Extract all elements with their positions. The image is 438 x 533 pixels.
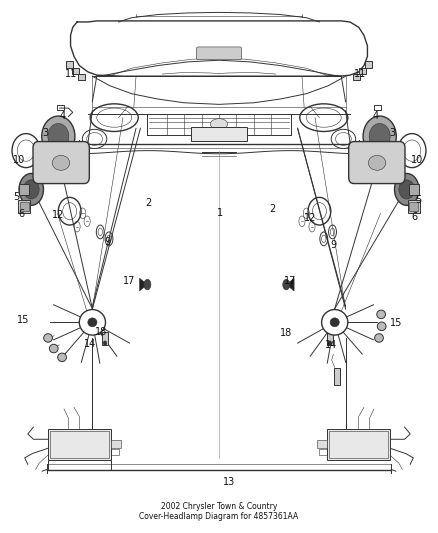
Text: 11: 11 xyxy=(65,69,78,79)
Text: 11: 11 xyxy=(354,69,367,79)
Bar xyxy=(19,183,29,195)
Ellipse shape xyxy=(363,116,396,157)
Bar xyxy=(57,105,64,110)
Ellipse shape xyxy=(49,344,58,353)
Bar xyxy=(374,105,381,110)
Bar xyxy=(328,431,389,458)
Bar xyxy=(319,449,327,455)
Text: 2: 2 xyxy=(269,204,276,214)
Ellipse shape xyxy=(58,353,67,361)
Bar xyxy=(78,74,85,80)
Ellipse shape xyxy=(48,124,69,149)
Ellipse shape xyxy=(369,124,390,149)
Ellipse shape xyxy=(368,156,386,170)
Ellipse shape xyxy=(330,318,339,327)
Bar xyxy=(191,127,247,141)
Bar xyxy=(408,199,420,213)
Bar xyxy=(353,74,360,80)
Bar xyxy=(111,449,119,455)
Text: 18: 18 xyxy=(95,327,108,337)
Ellipse shape xyxy=(23,180,39,199)
Text: 17: 17 xyxy=(123,277,135,286)
FancyBboxPatch shape xyxy=(349,142,405,183)
Bar xyxy=(410,201,418,211)
Text: 13: 13 xyxy=(223,478,236,487)
Polygon shape xyxy=(286,278,294,291)
Text: 12: 12 xyxy=(304,213,317,223)
Ellipse shape xyxy=(42,116,75,157)
Bar xyxy=(365,61,372,68)
Text: 14: 14 xyxy=(84,339,96,349)
Bar xyxy=(72,68,79,74)
Text: 3: 3 xyxy=(390,127,396,138)
Bar xyxy=(66,61,73,68)
Text: 1: 1 xyxy=(217,208,223,219)
Bar xyxy=(48,429,111,460)
Text: 6: 6 xyxy=(411,212,417,222)
Bar xyxy=(111,440,121,448)
Ellipse shape xyxy=(399,180,415,199)
Ellipse shape xyxy=(283,279,290,290)
Polygon shape xyxy=(140,278,148,291)
FancyBboxPatch shape xyxy=(196,47,242,60)
Bar xyxy=(49,431,110,458)
Text: 17: 17 xyxy=(284,277,296,286)
FancyBboxPatch shape xyxy=(33,142,89,183)
Ellipse shape xyxy=(19,173,43,205)
Text: 18: 18 xyxy=(280,328,293,338)
Text: 14: 14 xyxy=(325,340,337,350)
Ellipse shape xyxy=(52,156,70,170)
Text: 2: 2 xyxy=(145,198,151,208)
Text: 4: 4 xyxy=(372,110,378,120)
Ellipse shape xyxy=(88,318,97,327)
Text: 5: 5 xyxy=(13,192,19,203)
Ellipse shape xyxy=(328,341,332,345)
Ellipse shape xyxy=(79,310,106,335)
Ellipse shape xyxy=(144,279,151,290)
Ellipse shape xyxy=(395,173,419,205)
Text: Cover-Headlamp Diagram for 4857361AA: Cover-Headlamp Diagram for 4857361AA xyxy=(139,512,299,521)
Text: 9: 9 xyxy=(330,240,336,250)
Ellipse shape xyxy=(44,334,53,342)
Ellipse shape xyxy=(374,334,383,342)
Text: 9: 9 xyxy=(105,237,111,247)
Text: 4: 4 xyxy=(60,110,66,120)
Bar xyxy=(327,429,390,460)
Text: 3: 3 xyxy=(42,127,48,138)
Bar xyxy=(409,183,419,195)
Text: 15: 15 xyxy=(390,318,403,328)
Text: 15: 15 xyxy=(17,314,30,325)
Bar xyxy=(317,440,327,448)
Ellipse shape xyxy=(321,310,348,335)
Ellipse shape xyxy=(377,310,385,319)
Text: 12: 12 xyxy=(52,211,64,221)
Bar xyxy=(20,201,28,211)
Text: 5: 5 xyxy=(416,195,422,205)
Ellipse shape xyxy=(103,341,107,345)
Bar xyxy=(359,68,366,74)
Text: 2002 Chrysler Town & Country: 2002 Chrysler Town & Country xyxy=(161,502,277,511)
Bar xyxy=(334,368,340,384)
Text: 6: 6 xyxy=(18,209,24,220)
Text: 10: 10 xyxy=(13,155,25,165)
Bar xyxy=(18,199,30,213)
Ellipse shape xyxy=(377,322,386,330)
Text: 10: 10 xyxy=(411,155,424,165)
Bar xyxy=(327,333,332,345)
Bar xyxy=(102,333,108,345)
Ellipse shape xyxy=(210,119,228,130)
